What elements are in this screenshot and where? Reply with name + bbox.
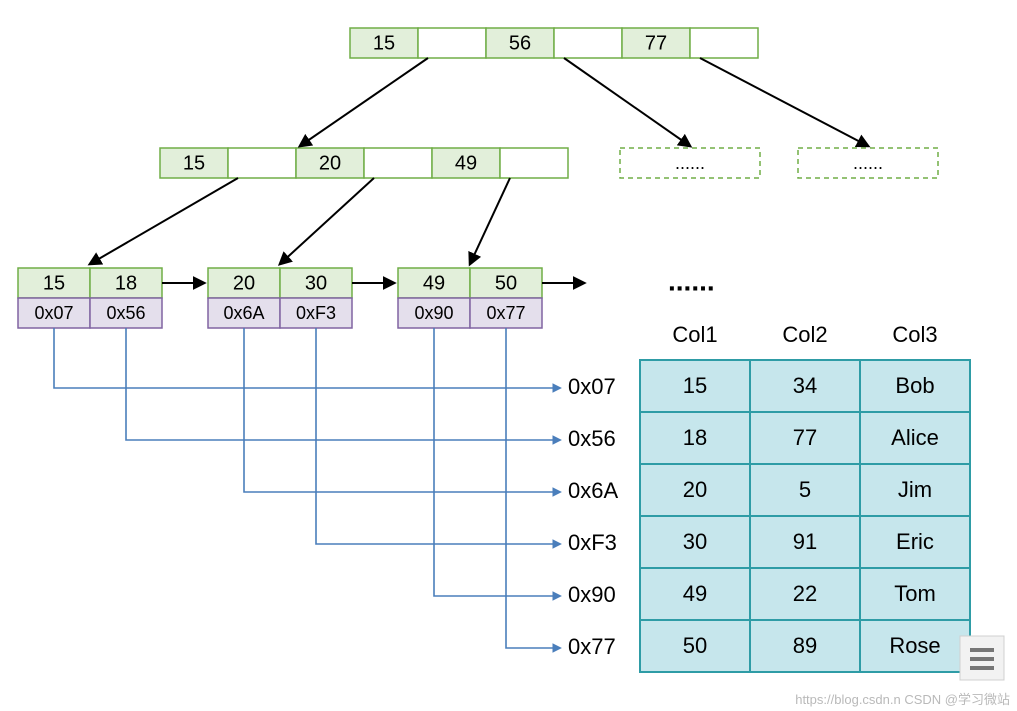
svg-text:91: 91	[793, 529, 817, 554]
svg-text:0x07: 0x07	[34, 303, 73, 323]
leaf-node: 49 0x90 50 0x77	[398, 268, 542, 328]
svg-text:15: 15	[683, 373, 707, 398]
svg-text:Tom: Tom	[894, 581, 936, 606]
svg-text:Col2: Col2	[782, 322, 827, 347]
svg-text:56: 56	[509, 32, 531, 54]
svg-text:15: 15	[183, 152, 205, 174]
svg-text:5: 5	[799, 477, 811, 502]
watermark: https://blog.csdn.n CSDN @学习微站	[795, 692, 1010, 707]
svg-text:0x56: 0x56	[106, 303, 145, 323]
tree-edge	[300, 58, 428, 146]
index-pointer-cell	[418, 28, 486, 58]
svg-text:50: 50	[683, 633, 707, 658]
svg-text:0x77: 0x77	[486, 303, 525, 323]
svg-text:Eric: Eric	[896, 529, 934, 554]
svg-text:34: 34	[793, 373, 817, 398]
pointer-line	[54, 328, 560, 388]
index-pointer-cell	[690, 28, 758, 58]
svg-text:0x90: 0x90	[414, 303, 453, 323]
index-pointer-cell	[228, 148, 296, 178]
svg-text:0x90: 0x90	[568, 582, 616, 607]
leaf-node: 15 0x07 18 0x56	[18, 268, 162, 328]
svg-text:......: ......	[853, 153, 883, 173]
svg-text:0xF3: 0xF3	[568, 530, 617, 555]
svg-text:15: 15	[373, 32, 395, 54]
pointer-line	[506, 328, 560, 648]
svg-text:0x6A: 0x6A	[568, 478, 618, 503]
svg-text:18: 18	[115, 272, 137, 294]
internal-node: 15 20 49	[160, 148, 568, 178]
svg-text:20: 20	[233, 272, 255, 294]
pointer-line	[126, 328, 560, 440]
index-pointer-cell	[364, 148, 432, 178]
svg-text:77: 77	[645, 32, 667, 54]
svg-text:15: 15	[43, 272, 65, 294]
tree-edge	[280, 178, 374, 264]
svg-text:......: ......	[675, 153, 705, 173]
svg-text:Bob: Bob	[895, 373, 934, 398]
svg-text:30: 30	[683, 529, 707, 554]
svg-text:Rose: Rose	[889, 633, 940, 658]
svg-text:20: 20	[319, 152, 341, 174]
svg-text:Col1: Col1	[672, 322, 717, 347]
pointer-line	[316, 328, 560, 544]
tree-edge	[90, 178, 238, 264]
svg-text:49: 49	[455, 152, 477, 174]
svg-text:Col3: Col3	[892, 322, 937, 347]
svg-text:30: 30	[305, 272, 327, 294]
svg-text:0x6A: 0x6A	[223, 303, 264, 323]
index-pointer-cell	[554, 28, 622, 58]
svg-text:0x56: 0x56	[568, 426, 616, 451]
tree-edge	[564, 58, 690, 146]
svg-text:0x77: 0x77	[568, 634, 616, 659]
tree-edge	[470, 178, 510, 264]
pointer-line	[244, 328, 560, 492]
svg-text:18: 18	[683, 425, 707, 450]
svg-text:77: 77	[793, 425, 817, 450]
svg-text:49: 49	[683, 581, 707, 606]
svg-text:50: 50	[495, 272, 517, 294]
svg-text:49: 49	[423, 272, 445, 294]
diagram-svg: 15 56 77 15 20 49............ 15 0x07 18 0x56 20 0x…	[0, 0, 1017, 711]
svg-text:......: ......	[668, 265, 715, 296]
svg-text:0xF3: 0xF3	[296, 303, 336, 323]
index-pointer-cell	[500, 148, 568, 178]
svg-text:89: 89	[793, 633, 817, 658]
svg-text:0x07: 0x07	[568, 374, 616, 399]
svg-text:20: 20	[683, 477, 707, 502]
svg-text:Jim: Jim	[898, 477, 932, 502]
svg-text:Alice: Alice	[891, 425, 939, 450]
svg-text:22: 22	[793, 581, 817, 606]
tree-edge	[700, 58, 868, 146]
root-node: 15 56 77	[350, 28, 758, 58]
pointer-line	[434, 328, 560, 596]
data-table: Col1 Col2 Col3 15 34 Bob 18 77 Alice 20 5 Jim 30 91 Er…	[640, 322, 970, 672]
menu-icon[interactable]	[960, 636, 1004, 680]
leaf-node: 20 0x6A 30 0xF3	[208, 268, 352, 328]
